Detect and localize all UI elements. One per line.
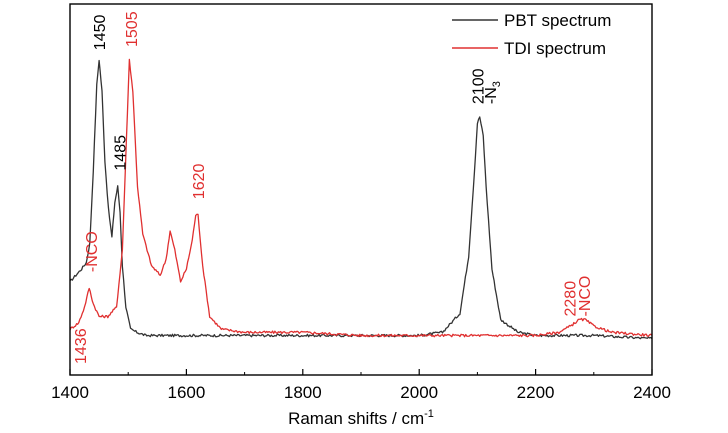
series-line-tdi bbox=[70, 58, 652, 338]
annotation-label: -NCO bbox=[577, 276, 594, 317]
x-axis: 1400 1600 1800 2000 2200 2400 bbox=[51, 369, 671, 402]
x-tick-label: 2400 bbox=[633, 383, 671, 402]
legend-label: PBT spectrum bbox=[504, 11, 611, 30]
plot-frame bbox=[69, 3, 653, 376]
annotation-label: 1485 bbox=[113, 135, 130, 171]
x-tick-label: 1800 bbox=[284, 383, 322, 402]
x-tick-label: 1600 bbox=[167, 383, 205, 402]
annotation-label: 1436 bbox=[73, 328, 90, 364]
annotation-label: 1505 bbox=[124, 11, 141, 47]
x-tick-label: 2200 bbox=[517, 383, 555, 402]
x-tick-label: 2000 bbox=[400, 383, 438, 402]
annotation-label: 2280 bbox=[562, 281, 579, 317]
legend-label: TDI spectrum bbox=[504, 39, 606, 58]
annotation-label: 1450 bbox=[92, 15, 109, 51]
series-layer bbox=[70, 58, 652, 340]
x-axis-title-superscript: -1 bbox=[424, 408, 434, 420]
legend: PBT spectrum TDI spectrum bbox=[452, 11, 611, 58]
x-tick-label: 1400 bbox=[51, 383, 89, 402]
x-axis-title: Raman shifts / cm-1 bbox=[288, 408, 434, 428]
annotation-label: 1620 bbox=[191, 164, 208, 200]
annotation-label: -NCO bbox=[84, 231, 101, 272]
annotation-label: -N3 bbox=[483, 81, 503, 104]
annotation-label: 2100 bbox=[470, 68, 487, 104]
